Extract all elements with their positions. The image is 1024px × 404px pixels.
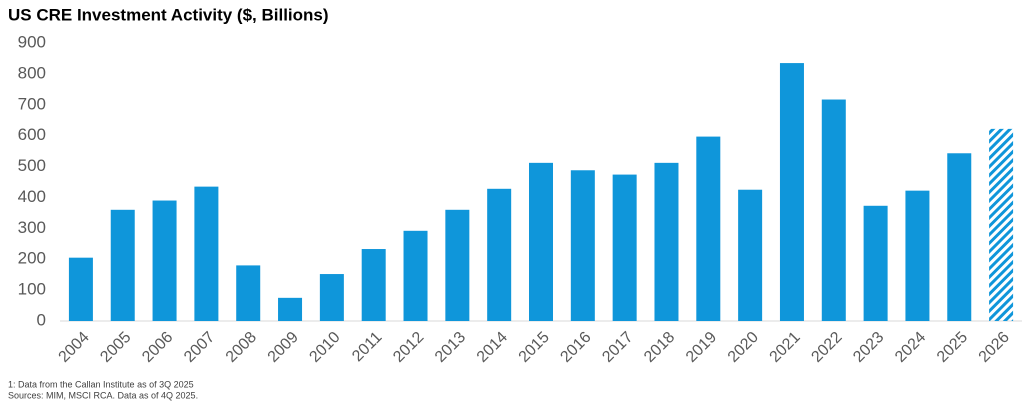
x-tick-label: 2025	[934, 329, 971, 366]
x-tick-label: 2018	[641, 329, 678, 366]
y-tick-label: 500	[18, 156, 46, 175]
bar	[863, 205, 888, 321]
bar	[989, 128, 1014, 321]
y-tick-label: 600	[18, 125, 46, 144]
bar	[612, 174, 637, 321]
x-tick-label: 2013	[432, 329, 469, 366]
bar	[529, 162, 553, 321]
x-tick-label: 2010	[306, 329, 343, 366]
bar	[738, 189, 763, 321]
x-tick-label: 2007	[181, 329, 218, 366]
x-tick-label: 2005	[97, 329, 134, 366]
x-tick-label: 2026	[976, 329, 1013, 366]
y-tick-label: 800	[18, 63, 46, 82]
bar	[821, 99, 846, 321]
x-tick-label: 2012	[390, 329, 427, 366]
x-tick-label: 2015	[516, 329, 553, 366]
x-tick-label: 2014	[474, 329, 511, 366]
bar	[445, 209, 470, 321]
x-tick-label: 2006	[139, 329, 176, 366]
bar	[152, 200, 177, 321]
bar	[487, 188, 512, 321]
y-tick-label: 200	[18, 249, 46, 268]
bar	[68, 257, 93, 321]
bar	[654, 162, 679, 321]
x-tick-label: 2008	[223, 329, 260, 366]
x-tick-label: 2011	[349, 329, 385, 365]
x-tick-label: 2020	[725, 329, 762, 366]
y-tick-label: 100	[18, 280, 46, 299]
bar	[696, 136, 721, 321]
chart-title: US CRE Investment Activity ($, Billions)	[8, 5, 329, 24]
y-tick-label: 300	[18, 218, 46, 237]
footnote: Sources: MIM, MSCI RCA. Data as of 4Q 20…	[8, 390, 198, 400]
bar	[194, 186, 219, 321]
footnote: 1: Data from the Callan Institute as of …	[8, 379, 194, 389]
bar	[905, 190, 930, 321]
x-tick-label: 2016	[557, 329, 594, 366]
y-tick-label: 900	[18, 32, 46, 51]
bar	[570, 170, 595, 321]
x-tick-label: 2022	[808, 329, 845, 366]
y-tick-label: 0	[37, 310, 46, 329]
bar	[278, 297, 303, 321]
x-tick-label: 2023	[850, 329, 887, 366]
x-tick-label: 2009	[265, 329, 302, 366]
bar	[319, 274, 344, 321]
x-tick-label: 2004	[56, 329, 93, 366]
y-tick-label: 700	[18, 94, 46, 113]
x-tick-label: 2017	[599, 329, 636, 366]
bar	[236, 265, 261, 321]
bar	[947, 153, 972, 321]
y-tick-label: 400	[18, 187, 46, 206]
bar	[361, 249, 386, 321]
bar	[403, 230, 428, 321]
x-tick-label: 2021	[767, 329, 804, 366]
bar	[779, 63, 804, 321]
bar	[110, 209, 135, 321]
x-tick-label: 2024	[892, 329, 929, 366]
x-tick-label: 2019	[683, 329, 720, 366]
